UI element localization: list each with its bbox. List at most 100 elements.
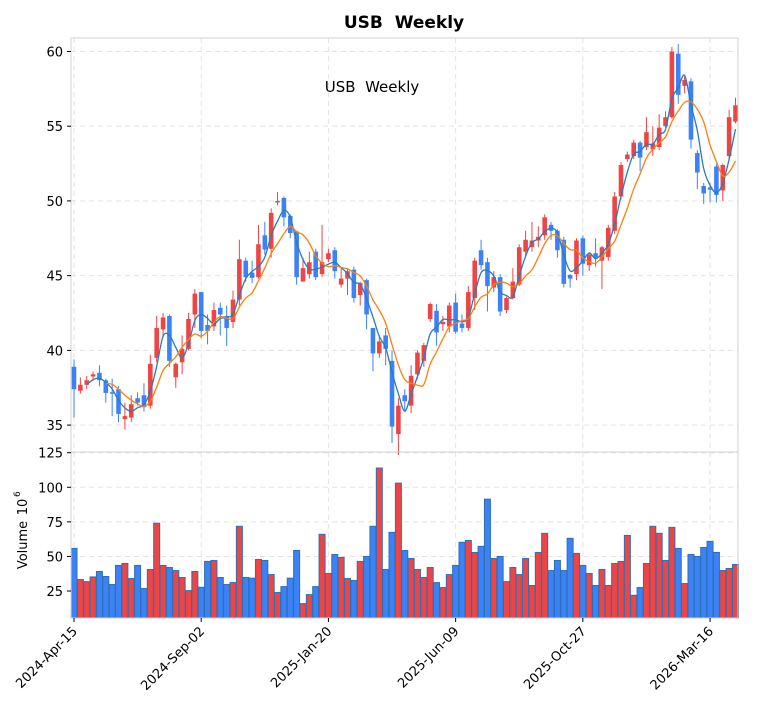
volume-bar: [70, 547, 78, 619]
volume-bar: [553, 559, 561, 619]
candle-up: [90, 374, 96, 377]
volume-axes-frame: [70, 451, 739, 619]
volume-bar: [331, 554, 339, 619]
volume-bar: [248, 577, 256, 619]
candle-down: [675, 53, 681, 95]
candle-up: [78, 384, 83, 391]
volume-bar: [598, 568, 606, 619]
volume-bar: [445, 574, 453, 619]
volume-bar: [153, 522, 161, 619]
candle-down: [294, 231, 299, 278]
candle-down: [555, 230, 560, 251]
candle-up: [154, 327, 159, 358]
volume-bar: [382, 568, 390, 619]
volume-bar: [439, 587, 447, 619]
volume-bar: [312, 586, 320, 619]
volume-bar: [560, 570, 568, 619]
candle-down: [485, 262, 490, 287]
candle-up: [446, 305, 452, 327]
volume-bar: [617, 560, 625, 619]
volume-bar: [579, 564, 587, 619]
volume-bar: [515, 574, 523, 619]
candle-up: [663, 117, 668, 127]
volume-bar: [108, 584, 116, 619]
volume-bar: [674, 547, 682, 619]
volume-bar: [254, 558, 262, 619]
volume-bar: [433, 582, 441, 619]
candle-down: [714, 166, 719, 195]
candle-up: [338, 278, 344, 285]
volume-tick-label: 100: [38, 481, 63, 496]
candle-up: [300, 268, 306, 282]
candle-up: [504, 298, 509, 311]
date-tick-label: 2026-Mar-16: [648, 624, 717, 693]
volume-bar: [681, 583, 689, 619]
candle-down: [402, 395, 408, 402]
volume-bar: [172, 570, 180, 619]
chart-title: USB Weekly: [344, 13, 464, 33]
moving-average-6-line: [105, 100, 737, 408]
volume-bar: [165, 567, 173, 619]
volume-tick-label: 25: [46, 585, 63, 600]
candle-up: [377, 341, 382, 354]
volume-bar: [134, 564, 142, 619]
volume-bar: [363, 555, 371, 619]
candle-up: [160, 317, 166, 330]
date-tick-label: 2025-Oct-27: [521, 624, 589, 692]
candle-up: [510, 281, 516, 299]
candle-up: [326, 253, 331, 260]
volume-bar: [712, 551, 720, 619]
volume-bar: [401, 549, 409, 619]
volume-bar: [687, 554, 695, 619]
volume-bar: [223, 584, 231, 619]
volume-bar: [89, 576, 97, 619]
y-axis-ticks: 35 40 45 50 55 60 25 50 75 100 125: [38, 45, 71, 600]
volume-bar: [375, 467, 383, 619]
volume-bar: [547, 570, 555, 619]
volume-bar: [483, 498, 491, 619]
volume-bar: [426, 567, 434, 619]
volume-bar: [369, 525, 377, 619]
candle-down: [97, 372, 102, 381]
candle-down: [434, 310, 439, 333]
candle-down: [701, 185, 706, 194]
volume-bar: [184, 590, 192, 619]
candle-down: [389, 360, 395, 427]
candle-up: [345, 271, 350, 279]
volume-bar: [102, 576, 110, 619]
volume-axis-label: Volume 10 6: [13, 491, 31, 569]
volume-bar: [528, 584, 536, 619]
volume-bar: [274, 592, 282, 619]
candle-up: [682, 79, 687, 86]
volume-bar: [541, 532, 549, 619]
price-tick-label: 35: [46, 419, 63, 434]
candle-down: [593, 253, 598, 258]
volume-bar: [566, 537, 574, 619]
volume-bar: [95, 571, 103, 619]
candle-down: [580, 238, 586, 264]
price-tick-label: 40: [46, 344, 63, 359]
price-tick-label: 55: [46, 120, 63, 135]
candle-up: [186, 318, 191, 349]
candle-up: [650, 143, 656, 150]
candle-down: [313, 251, 319, 278]
volume-bar: [611, 562, 619, 619]
candle-down: [243, 260, 249, 278]
volume-bar: [413, 568, 421, 619]
candle-up: [574, 240, 579, 275]
candle-up: [440, 321, 446, 325]
candle-down: [707, 187, 713, 190]
candle-down: [332, 250, 338, 272]
volume-bar: [229, 582, 237, 619]
volume-tick-label: 125: [38, 447, 63, 462]
volume-tick-label: 50: [46, 550, 63, 565]
candle-down: [567, 274, 573, 279]
candle-down: [370, 327, 376, 354]
candle-down: [262, 235, 268, 250]
moving-average-lines: [86, 74, 737, 413]
candle-up: [720, 165, 726, 191]
candle-up: [669, 51, 675, 118]
candle-up: [179, 348, 185, 363]
volume-bar: [585, 572, 593, 619]
